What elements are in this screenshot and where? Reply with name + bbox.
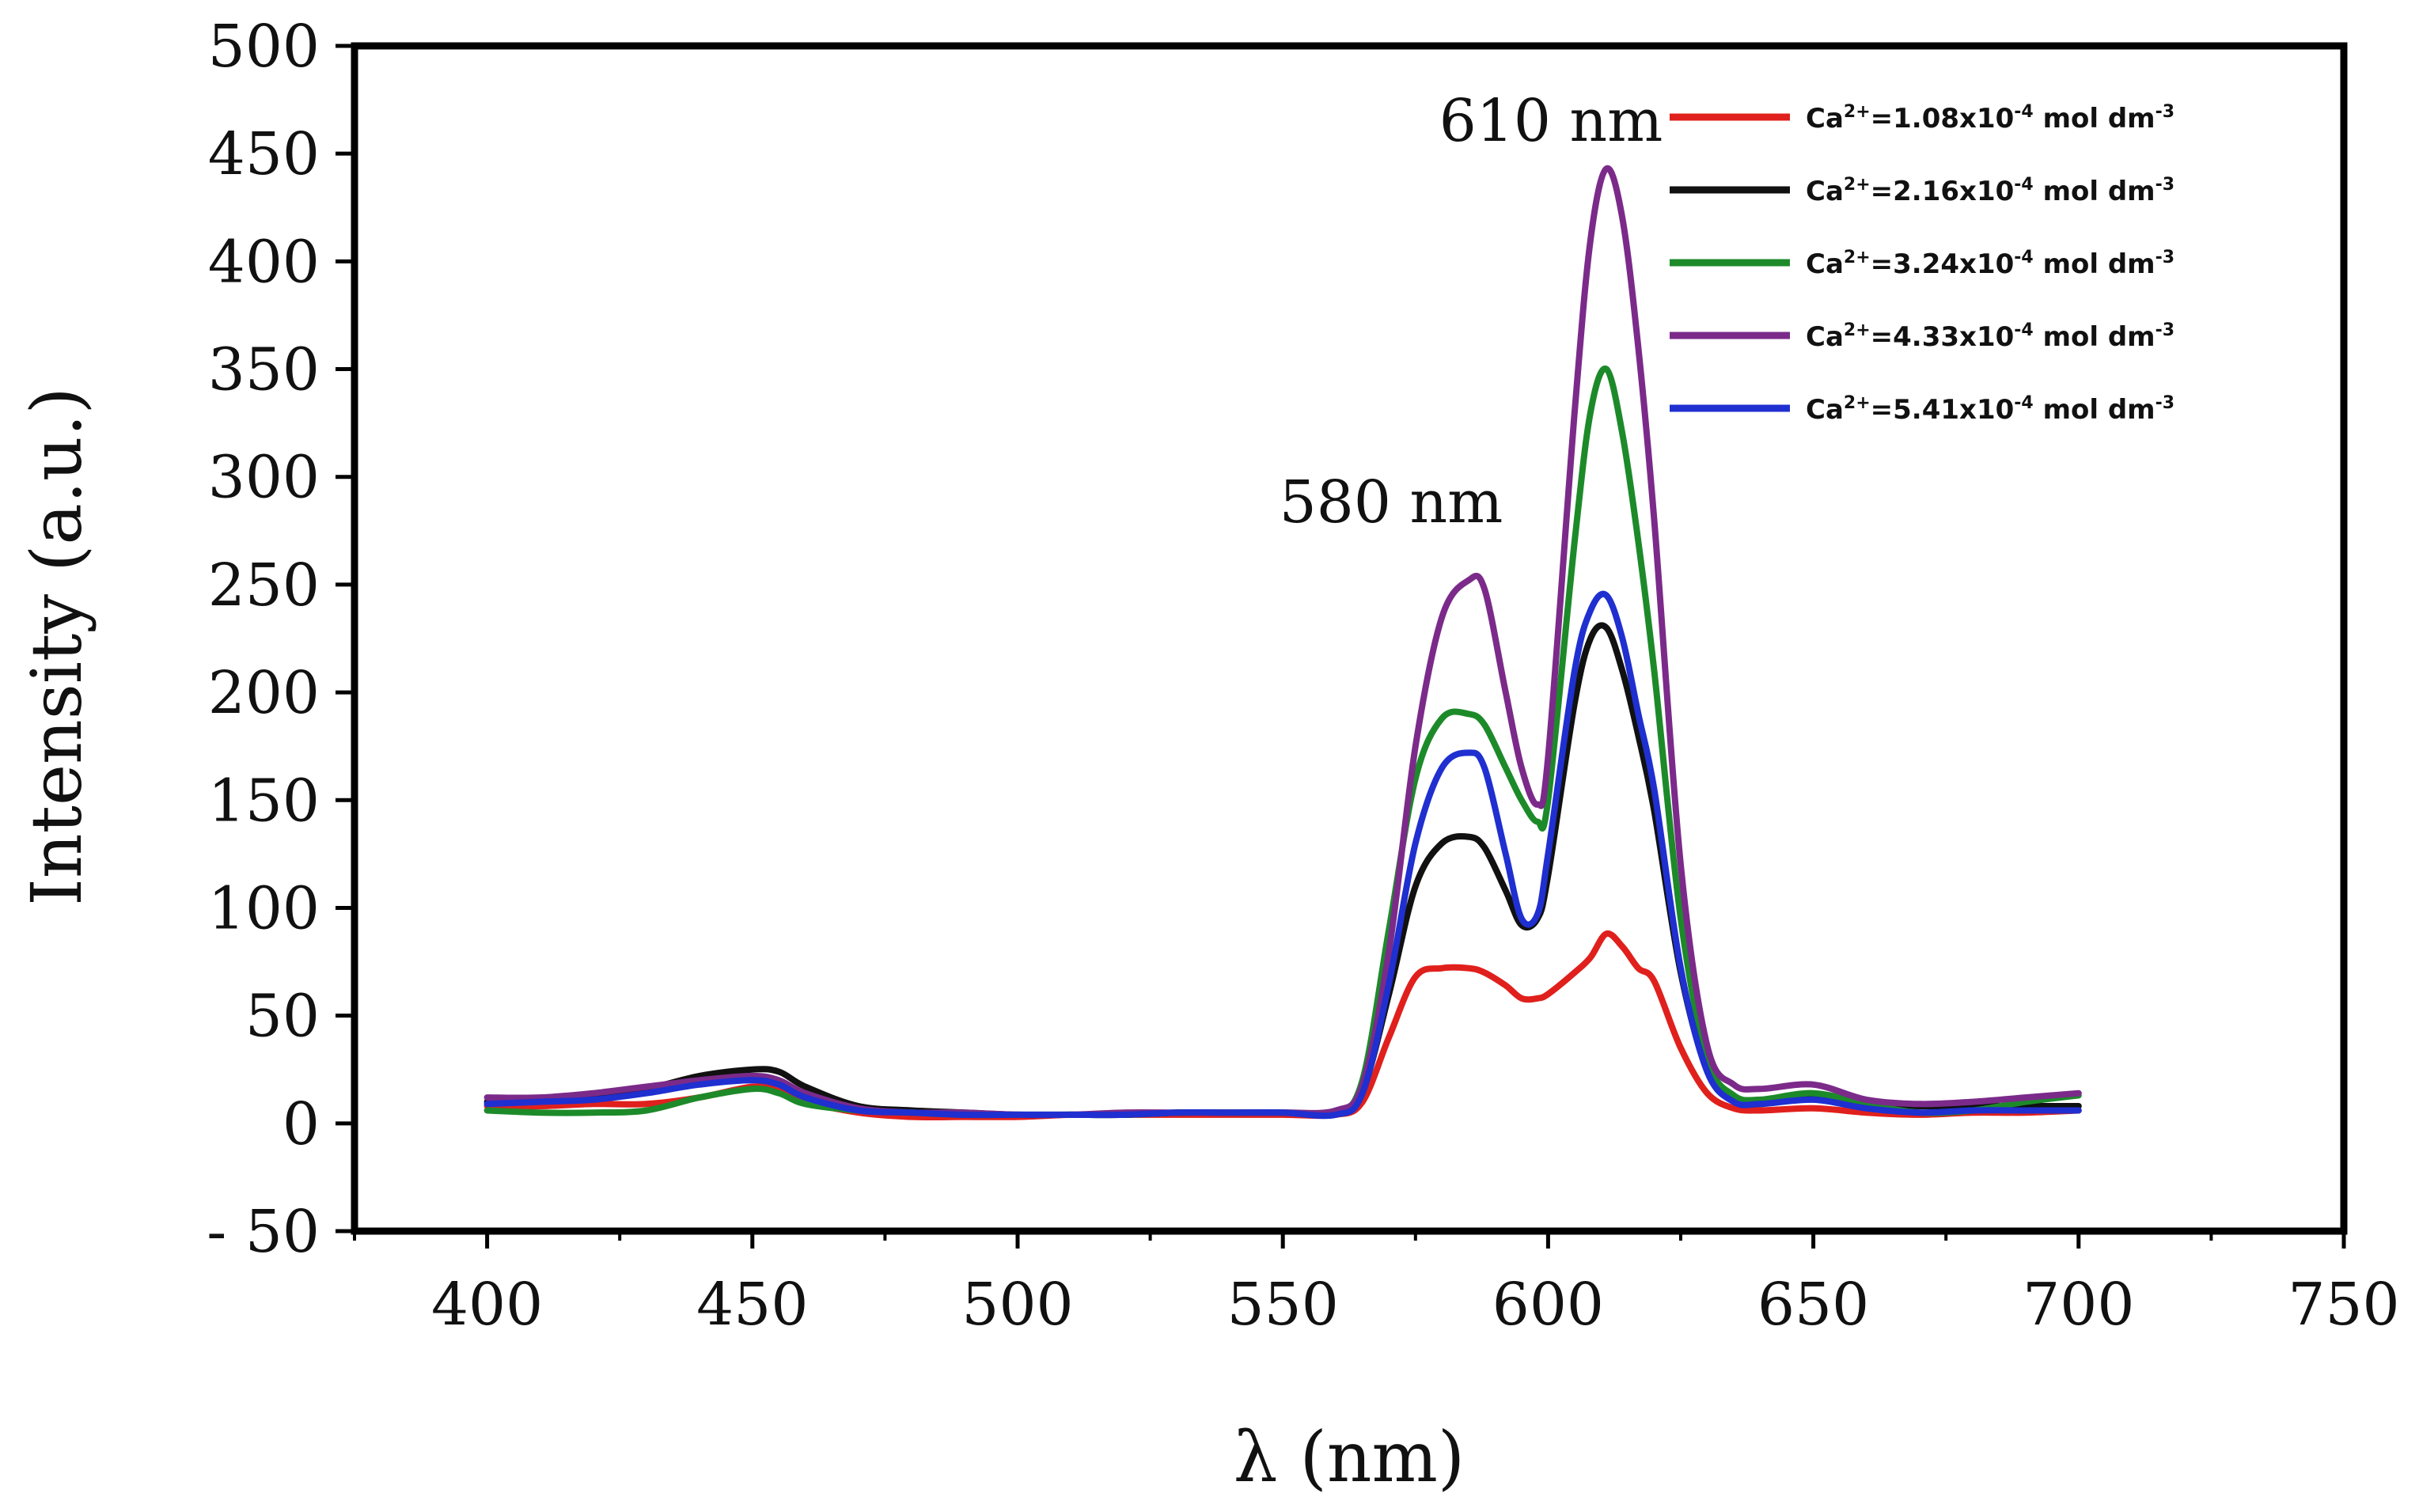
legend-entry: Ca2+=3.24x10-4 mol dm-3 xyxy=(1806,248,2174,280)
y-tick-label: - 50 xyxy=(207,1198,320,1266)
y-tick-label: 450 xyxy=(208,120,320,188)
y-tick-label: 300 xyxy=(208,444,320,512)
annotations: 610 nm 580 nm xyxy=(1280,87,1663,536)
legend-entry: Ca2+=5.41x10-4 mol dm-3 xyxy=(1806,393,2174,426)
x-axis-title: λ (nm) xyxy=(1234,1416,1465,1498)
axes xyxy=(351,42,2348,1235)
x-tick-label: 700 xyxy=(2023,1271,2134,1339)
legend: Ca2+=1.08x10-4 mol dm-3 Ca2+=2.16x10-4 mo… xyxy=(1670,102,2174,426)
x-tick-label: 750 xyxy=(2288,1271,2399,1339)
y-tick-label: 150 xyxy=(208,767,320,835)
y-tick-label: 350 xyxy=(208,336,320,404)
x-tick-label: 600 xyxy=(1492,1271,1604,1339)
y-tick-label: 400 xyxy=(208,228,320,296)
x-tick-label: 500 xyxy=(961,1271,1073,1339)
legend-entry: Ca2+=1.08x10-4 mol dm-3 xyxy=(1806,102,2174,135)
series-line-4 xyxy=(483,165,2082,1119)
y-tick-label: 0 xyxy=(282,1090,320,1158)
series-lines xyxy=(483,165,2082,1121)
y-tick-label: 250 xyxy=(208,551,320,620)
x-tick-label: 450 xyxy=(696,1271,808,1339)
y-tick-label: 200 xyxy=(208,659,320,727)
series-line-2 xyxy=(483,622,2082,1119)
y-axis-title: Intensity (a.u.) xyxy=(16,387,97,906)
y-tick-label: 100 xyxy=(208,874,320,942)
peak-annotation: 610 nm xyxy=(1439,87,1663,155)
x-tick-label: 400 xyxy=(431,1271,543,1339)
legend-entry: Ca2+=4.33x10-4 mol dm-3 xyxy=(1806,320,2174,353)
legend-entry: Ca2+=2.16x10-4 mol dm-3 xyxy=(1806,175,2174,207)
plot-frame xyxy=(351,42,2348,1235)
peak-annotation: 580 nm xyxy=(1280,468,1503,536)
ticks: 400 450 500 550 600 650 700 750 - 50 0 50 100 150 200… xyxy=(207,13,2399,1339)
x-tick-label: 550 xyxy=(1227,1271,1339,1339)
y-tick-label: 500 xyxy=(208,13,320,81)
series-line-5 xyxy=(483,590,2082,1120)
y-tick-label: 50 xyxy=(245,983,320,1051)
x-tick-label: 650 xyxy=(1757,1271,1869,1339)
